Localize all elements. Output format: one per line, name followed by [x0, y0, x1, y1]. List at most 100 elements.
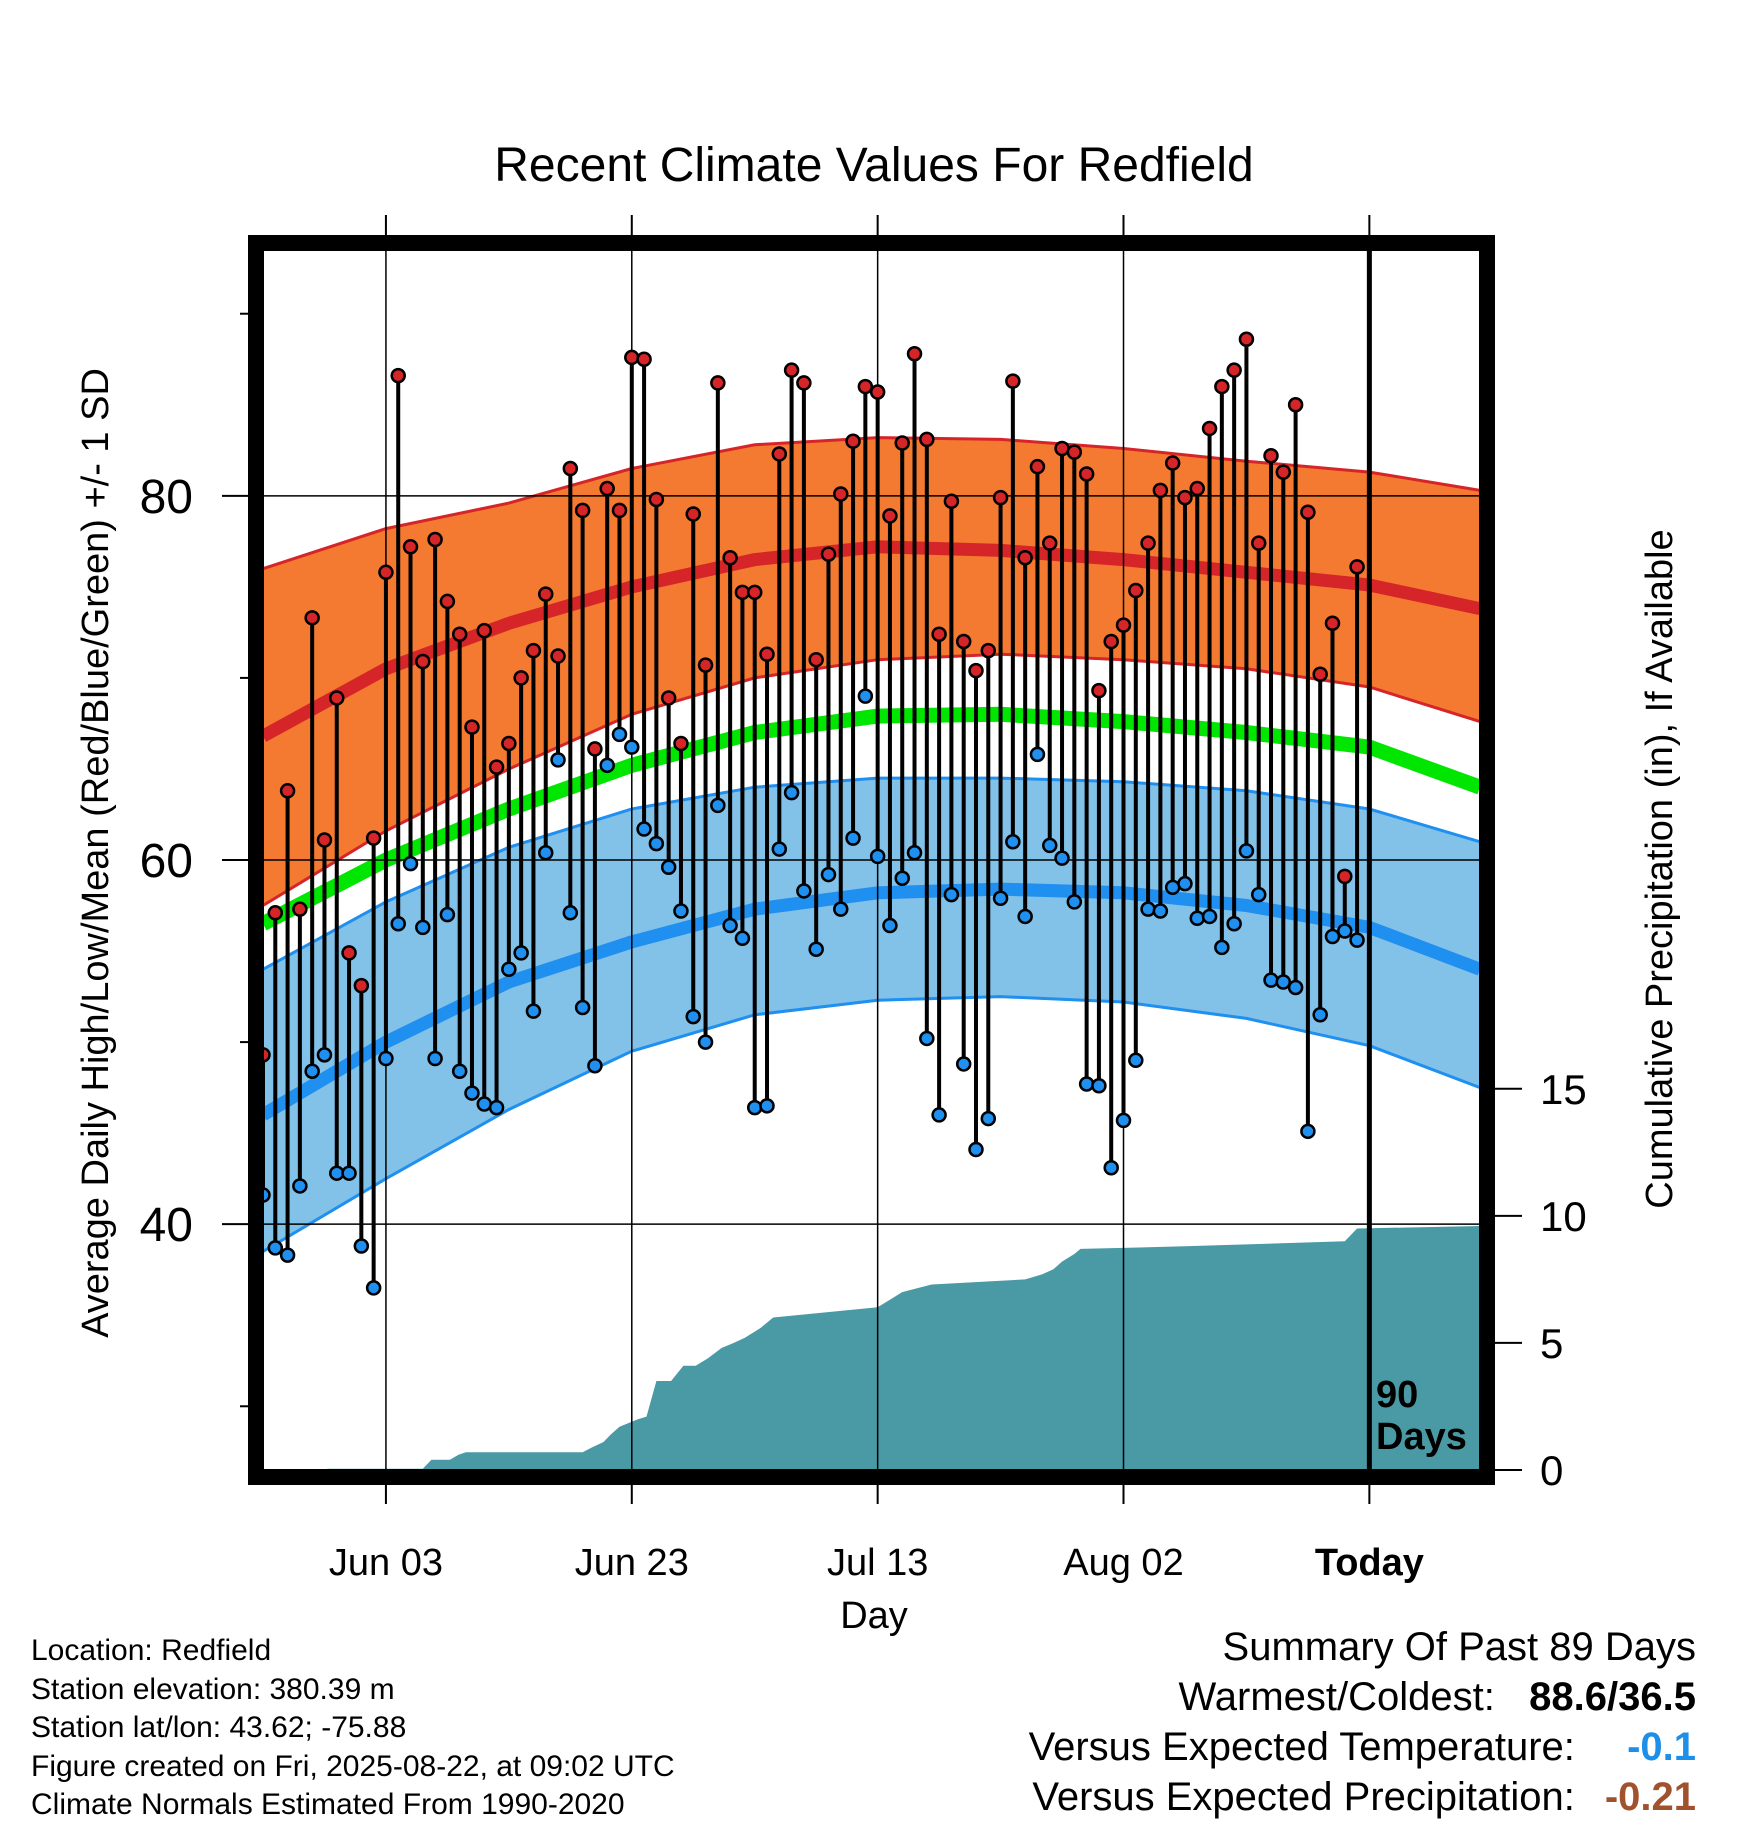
created-text: Figure created on Fri, 2025-08-22, at 09…	[31, 1749, 675, 1783]
daily-high-dot	[439, 593, 456, 610]
daily-low-dot	[1226, 915, 1242, 932]
daily-high-dot	[660, 690, 677, 706]
daily-high-dot	[402, 539, 419, 555]
summary-temp: Versus Expected Temperature: -0.1	[1029, 1722, 1696, 1772]
daily-low-dot	[857, 688, 874, 704]
daily-high-dot	[501, 735, 517, 752]
daily-low-dot	[267, 1240, 284, 1256]
daily-low-dot	[1324, 928, 1341, 945]
daily-high-dot	[562, 460, 579, 477]
daily-high-dot	[1226, 362, 1242, 378]
daily-high-dot	[1238, 331, 1255, 347]
daily-low-dot	[734, 930, 751, 947]
daily-high-dot	[636, 351, 652, 368]
plot-frame	[248, 235, 1495, 1485]
daily-low-dot	[783, 784, 800, 801]
daily-low-dot	[673, 903, 689, 919]
daily-low-dot	[1152, 903, 1169, 919]
daily-low-dot	[415, 919, 431, 936]
daily-high-dot	[1152, 482, 1169, 499]
daily-high-dot	[1189, 480, 1206, 497]
daily-low-dot	[451, 1063, 468, 1079]
summary-title: Summary Of Past 89 Days	[1222, 1625, 1696, 1669]
daily-high-dot	[1017, 549, 1033, 566]
temp-label: Versus Expected Temperature:	[1028, 1725, 1575, 1769]
y-axis-label-left: Average Daily High/Low/Mean (Red/Blue/Gr…	[75, 368, 117, 1338]
today-marker-line2: Days	[1376, 1416, 1467, 1458]
daily-low-dot	[464, 1085, 480, 1101]
daily-low-dot	[1349, 932, 1365, 948]
daily-low-dot	[1115, 1112, 1132, 1129]
daily-low-dot	[980, 1110, 997, 1127]
daily-high-dot	[722, 549, 738, 566]
daily-low-dot	[697, 1034, 714, 1050]
daily-high-dot	[808, 651, 824, 668]
daily-high-dot	[906, 346, 923, 362]
daily-low-dot	[1066, 894, 1083, 910]
daily-high-dot	[316, 832, 333, 848]
summary-panel: Summary Of Past 89 Days Warmest/Coldest:…	[1029, 1622, 1696, 1822]
daily-high-dot	[1066, 444, 1083, 460]
y-right-tick-label: 0	[1540, 1447, 1563, 1494]
precip-area	[263, 1226, 1480, 1470]
daily-low-dot	[353, 1238, 370, 1254]
daily-low-dot	[402, 855, 419, 872]
daily-high-dot	[513, 670, 529, 686]
high-sd-band	[263, 437, 1480, 906]
daily-high-dot	[845, 433, 861, 449]
daily-low-dot	[746, 1099, 763, 1116]
daily-low-dot	[624, 739, 640, 755]
daily-low-dot	[1201, 908, 1218, 925]
daily-high-dot	[415, 653, 431, 670]
daily-high-dot	[476, 622, 493, 639]
daily-low-dot	[1275, 974, 1292, 990]
daily-high-dot	[710, 375, 726, 391]
daily-low-dot	[1177, 875, 1193, 892]
y-left-tick-label: 40	[140, 1199, 193, 1252]
daily-low-dot	[1189, 910, 1206, 927]
daily-low-dot	[1337, 923, 1353, 939]
elevation-text: Station elevation: 380.39 m	[31, 1672, 395, 1706]
daily-low-dot	[427, 1050, 443, 1067]
daily-low-dot	[1238, 843, 1255, 859]
x-tick-label: Jun 23	[575, 1542, 689, 1584]
daily-high-dot	[587, 741, 603, 757]
daily-low-dot	[501, 961, 517, 978]
daily-low-dot	[648, 835, 665, 852]
daily-low-dot	[439, 906, 456, 923]
daily-high-dot	[796, 375, 812, 391]
daily-high-dot	[353, 977, 370, 994]
daily-low-dot	[1017, 908, 1033, 925]
y-axis-label-right: Cumulative Precipitation (in), If Availa…	[1639, 529, 1681, 1208]
daily-high-dot	[1164, 455, 1181, 471]
daily-high-dot	[1115, 617, 1132, 633]
daily-high-dot	[1214, 378, 1230, 395]
daily-high-dot	[955, 633, 972, 650]
summary-warm-cold: Warmest/Coldest: 88.6/36.5	[1029, 1672, 1697, 1722]
daily-high-dot	[673, 735, 689, 752]
daily-high-dot	[611, 502, 628, 519]
daily-low-dot	[476, 1096, 493, 1112]
daily-high-dot	[1324, 615, 1341, 632]
daily-high-dot	[1005, 373, 1021, 389]
warm-cold-label: Warmest/Coldest:	[1178, 1675, 1495, 1719]
daily-low-dot	[1300, 1123, 1316, 1140]
daily-low-dot	[1029, 746, 1046, 763]
daily-high-dot	[599, 480, 615, 497]
daily-low-dot	[1041, 837, 1058, 854]
daily-low-dot	[611, 726, 628, 743]
daily-low-dot	[968, 1141, 984, 1158]
daily-high-dot	[833, 486, 849, 502]
daily-low-dot	[722, 917, 738, 934]
daily-low-dot	[943, 886, 960, 903]
daily-low-dot	[955, 1056, 972, 1072]
daily-high-dot	[1091, 682, 1107, 699]
daily-high-dot	[943, 493, 960, 510]
daily-high-dot	[1201, 420, 1218, 437]
daily-high-dot	[869, 384, 886, 400]
daily-low-dot	[1140, 901, 1156, 917]
daily-low-dot	[882, 917, 898, 934]
daily-low-dot	[1250, 886, 1267, 903]
daily-high-dot	[488, 759, 505, 775]
